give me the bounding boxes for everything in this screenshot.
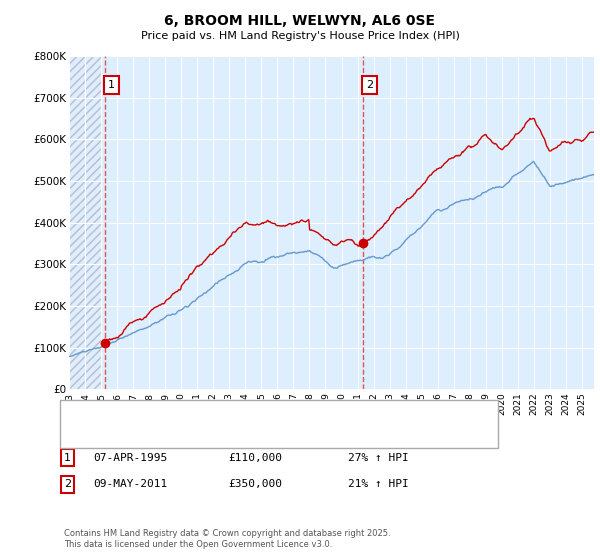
- Text: 1: 1: [64, 452, 71, 463]
- Text: Price paid vs. HM Land Registry's House Price Index (HPI): Price paid vs. HM Land Registry's House …: [140, 31, 460, 41]
- Text: 21% ↑ HPI: 21% ↑ HPI: [348, 479, 409, 489]
- Text: 07-APR-1995: 07-APR-1995: [93, 452, 167, 463]
- Text: HPI: Average price, semi-detached house, Welwyn Hatfield: HPI: Average price, semi-detached house,…: [102, 426, 408, 436]
- Text: 1: 1: [108, 80, 115, 90]
- Text: Contains HM Land Registry data © Crown copyright and database right 2025.
This d: Contains HM Land Registry data © Crown c…: [64, 529, 391, 549]
- Text: £350,000: £350,000: [228, 479, 282, 489]
- Text: 09-MAY-2011: 09-MAY-2011: [93, 479, 167, 489]
- Text: 2: 2: [366, 80, 373, 90]
- Text: 27% ↑ HPI: 27% ↑ HPI: [348, 452, 409, 463]
- Text: £110,000: £110,000: [228, 452, 282, 463]
- Text: 2: 2: [64, 479, 71, 489]
- Text: 6, BROOM HILL, WELWYN, AL6 0SE (semi-detached house): 6, BROOM HILL, WELWYN, AL6 0SE (semi-det…: [102, 408, 406, 418]
- Text: 6, BROOM HILL, WELWYN, AL6 0SE: 6, BROOM HILL, WELWYN, AL6 0SE: [164, 14, 436, 28]
